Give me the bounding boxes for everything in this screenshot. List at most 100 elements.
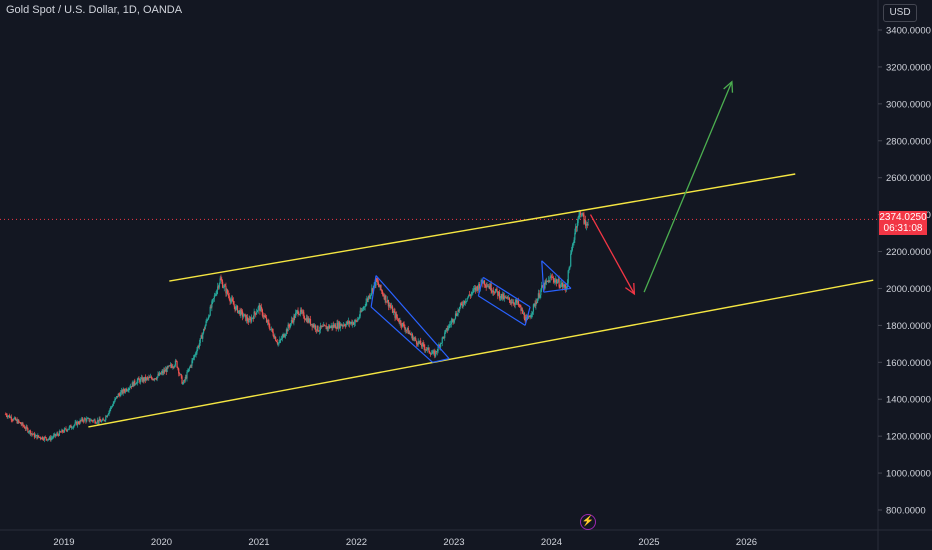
x-tick-label: 2022 (346, 537, 367, 548)
candle-body (357, 318, 360, 320)
flag-2022-line[interactable] (370, 275, 377, 308)
candle-body (539, 295, 541, 298)
candle-body (561, 282, 564, 287)
candle-body (52, 437, 54, 439)
flag-2022-line[interactable] (375, 275, 450, 360)
candle-body (371, 288, 373, 294)
candle-body (551, 277, 554, 278)
candle-body (196, 349, 198, 354)
channel-upper-line[interactable] (169, 173, 796, 282)
candle-body (395, 314, 397, 318)
candle-body (299, 314, 301, 315)
candle-body (260, 307, 262, 312)
candle-body (430, 353, 432, 355)
candle-body (212, 299, 214, 302)
channel-lower-line[interactable] (88, 279, 874, 428)
flag-2022-line[interactable] (432, 358, 450, 363)
candle-body (176, 361, 178, 368)
candle-body (587, 224, 589, 225)
candle-body (19, 422, 22, 424)
candle-body (297, 310, 299, 314)
candle-body (9, 415, 11, 418)
candle-body (258, 305, 260, 307)
candle-body (39, 437, 41, 439)
candle-body (162, 371, 164, 374)
currency-button[interactable]: USD (883, 4, 917, 22)
candle-body (204, 325, 206, 330)
candle-body (496, 288, 498, 292)
candle-body (37, 435, 39, 439)
candle-body (86, 418, 89, 420)
flag-2023-line[interactable] (482, 276, 531, 308)
candle-body (494, 290, 496, 294)
candle-body (377, 281, 379, 283)
candle-body (91, 420, 94, 422)
candle-body (428, 347, 430, 353)
candle-body (78, 423, 80, 425)
candle-body (406, 329, 408, 331)
bar-countdown: 06:31:08 (883, 223, 923, 234)
flag-2023-line[interactable] (477, 277, 484, 296)
candle-body (391, 306, 394, 313)
triangle-2024-line[interactable] (541, 260, 545, 293)
candle-body (188, 368, 190, 372)
arrow-down[interactable] (589, 214, 635, 295)
candle-body (347, 321, 349, 324)
candle-body (447, 328, 449, 331)
candle-body (16, 419, 18, 424)
candle-body (414, 338, 416, 340)
candle-body (178, 373, 181, 375)
candle-body (442, 336, 444, 338)
candle-body (289, 323, 292, 327)
flag-2022-line[interactable] (370, 306, 433, 363)
y-tick-label: 3400.0000 (886, 26, 931, 37)
candle-body (129, 387, 131, 389)
candle-body (18, 421, 21, 423)
candle-body (228, 295, 230, 300)
candle-body (291, 320, 293, 321)
candle-body (452, 319, 454, 322)
candle-body (394, 311, 396, 318)
candle-body (459, 303, 462, 307)
candle-body (370, 293, 372, 296)
candle-body (575, 226, 578, 228)
candle-body (55, 434, 57, 436)
candle-body (577, 217, 579, 224)
candle-body (193, 355, 196, 358)
flag-2023-line[interactable] (524, 306, 531, 326)
candle-body (397, 318, 399, 322)
flag-2023-line[interactable] (478, 295, 526, 326)
candle-body (403, 324, 405, 328)
triangle-2024-line[interactable] (543, 287, 572, 293)
candle-body (194, 354, 196, 356)
triangle-2024-line[interactable] (541, 260, 572, 289)
candle-body (348, 321, 350, 324)
candle-body (125, 388, 128, 391)
candle-body (409, 332, 411, 334)
candle-body (523, 313, 525, 319)
candle-body (169, 364, 172, 366)
candle-body (222, 281, 224, 288)
candle-body (106, 415, 109, 417)
candle-body (508, 297, 510, 301)
candle-body (429, 352, 431, 354)
candle-body (585, 224, 588, 226)
candle-body (585, 220, 587, 226)
candle-body (119, 394, 121, 397)
candle-body (207, 316, 210, 320)
candle-body (459, 306, 461, 311)
lightning-icon[interactable]: ⚡ (580, 514, 596, 530)
candle-body (138, 378, 140, 380)
candle-body (341, 325, 343, 327)
candle-body (287, 324, 289, 332)
candle-body (106, 416, 108, 418)
candle-body (233, 304, 235, 307)
candle-body (75, 421, 77, 423)
arrow-up[interactable] (643, 81, 733, 293)
candle-body (67, 429, 69, 431)
candle-body (160, 372, 162, 375)
candle-body (25, 426, 27, 429)
candle-body (315, 329, 317, 331)
candle-body (57, 433, 59, 435)
